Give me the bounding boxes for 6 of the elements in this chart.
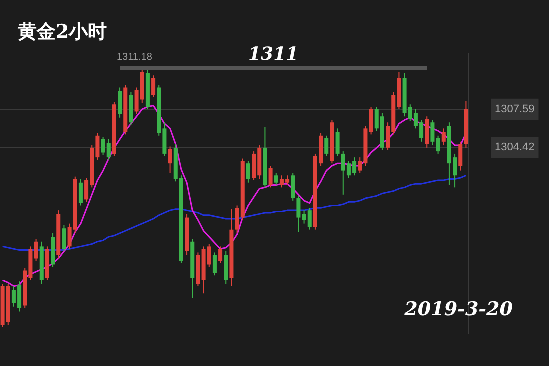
annotation: 2019-3-20 bbox=[404, 298, 513, 320]
y-tick-label: 1307.59 bbox=[495, 104, 535, 116]
annotation: 1311.18 bbox=[116, 52, 153, 64]
ref-line-label: 1311 bbox=[248, 44, 299, 66]
chart-title: 黄金2小时 bbox=[17, 20, 108, 43]
y-tick-label: 1304.42 bbox=[495, 142, 535, 154]
